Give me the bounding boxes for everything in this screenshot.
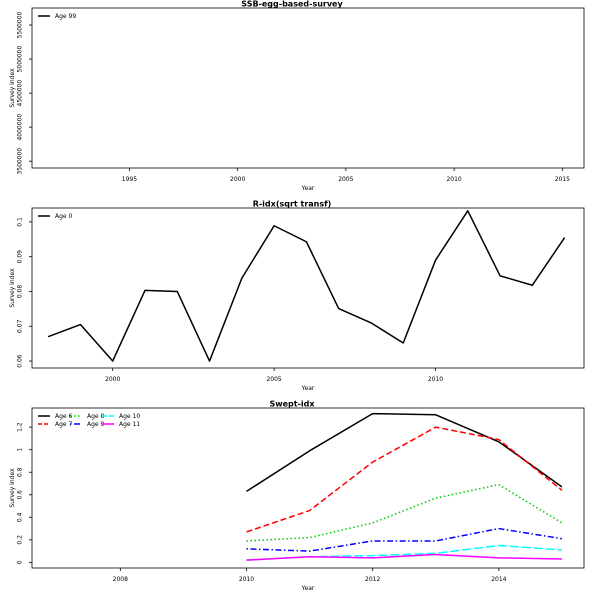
y-tick-label: 3500000: [17, 148, 24, 175]
x-tick-label: 2008: [113, 576, 128, 583]
legend: Age 99: [38, 13, 76, 20]
legend-label: Age 99: [55, 13, 76, 20]
y-axis-label: Survey index: [9, 268, 16, 308]
x-tick-label: 2015: [555, 176, 570, 183]
x-tick-label: 2005: [338, 176, 353, 183]
x-tick-label: 2000: [230, 176, 245, 183]
chart-title: R-idx(sqrt transf): [253, 200, 332, 209]
legend: Age 0: [38, 213, 73, 220]
x-tick-label: 2010: [446, 176, 461, 183]
y-tick-label: 5000000: [17, 46, 24, 73]
series-line-age-11: [246, 553, 562, 561]
series-line-age-6: [246, 412, 563, 493]
y-tick-label: 0.06: [17, 354, 24, 368]
legend-label: Age 11: [119, 421, 140, 428]
y-tick-label: 1: [17, 448, 24, 452]
y-tick-label: 0.4: [17, 512, 24, 522]
chart-panel-3: Swept-idx 2008 2010 2012 2014 0 0.2 0.4 0.6 0.8 1 1…: [9, 400, 585, 592]
legend-label: Age 0: [55, 213, 73, 220]
y-axis-label: Survey index: [9, 468, 16, 508]
series-line-age-7: [246, 426, 563, 533]
x-axis-label: Year: [301, 385, 315, 392]
plot-frame: [31, 207, 585, 369]
y-tick-label: 0.08: [17, 285, 24, 299]
chart-title: Swept-idx: [269, 400, 315, 409]
x-tick-label: 2010: [428, 376, 443, 383]
chart-panel-1: SSB-egg-based-survey 1995 2000 2005 2010 2015…: [9, 0, 585, 192]
series-line-age-8: [246, 483, 563, 542]
chart-panel-2: R-idx(sqrt transf) 2000 2005 2010 0.06 0.07 0.…: [9, 200, 585, 392]
x-tick-label: 1995: [122, 176, 137, 183]
x-tick-label: 2010: [239, 576, 254, 583]
series-group: [47, 210, 566, 362]
x-axis-label: Year: [301, 585, 315, 592]
y-tick-label: 0.09: [17, 250, 24, 264]
plot-frame: [31, 7, 585, 169]
series-group: [246, 412, 563, 561]
y-tick-label: 5500000: [17, 11, 24, 38]
legend-label: Age 9: [87, 421, 105, 428]
y-tick-label: 4500000: [17, 80, 24, 107]
x-tick-label: 2005: [266, 376, 281, 383]
x-tick-label: 2014: [491, 576, 506, 583]
y-tick-label: 4000000: [17, 114, 24, 141]
y-tick-label: 0.8: [17, 467, 24, 477]
y-tick-label: 0.1: [17, 217, 24, 227]
legend-label: Age 7: [55, 421, 73, 428]
x-tick-label: 2000: [105, 376, 120, 383]
chart-title: SSB-egg-based-survey: [241, 0, 343, 9]
x-axis-label: Year: [301, 185, 315, 192]
legend-label: Age 10: [119, 413, 140, 420]
y-tick-label: 0: [17, 560, 24, 564]
y-tick-label: 0.07: [17, 319, 24, 333]
series-line-age-0: [47, 210, 566, 362]
series-line-age-9: [246, 527, 563, 552]
legend-label: Age 8: [87, 413, 105, 420]
legend-label: Age 6: [55, 413, 73, 420]
y-tick-label: 0.2: [17, 535, 24, 545]
y-tick-label: 1.2: [17, 422, 24, 432]
x-tick-label: 2012: [365, 576, 380, 583]
y-tick-label: 0.6: [17, 490, 24, 500]
y-axis-label: Survey index: [9, 68, 16, 108]
plot-frame: [31, 407, 585, 569]
